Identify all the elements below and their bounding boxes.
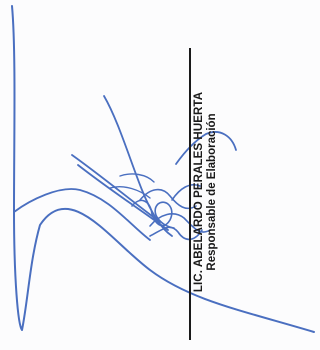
signature-line: [189, 48, 191, 340]
signer-name: LIC. ABELARDO PERALES HUERTA: [192, 91, 205, 293]
signer-role: Responsable de Elaboración: [206, 113, 218, 271]
signature-caption: LIC. ABELARDO PERALES HUERTA Responsable…: [186, 62, 226, 322]
